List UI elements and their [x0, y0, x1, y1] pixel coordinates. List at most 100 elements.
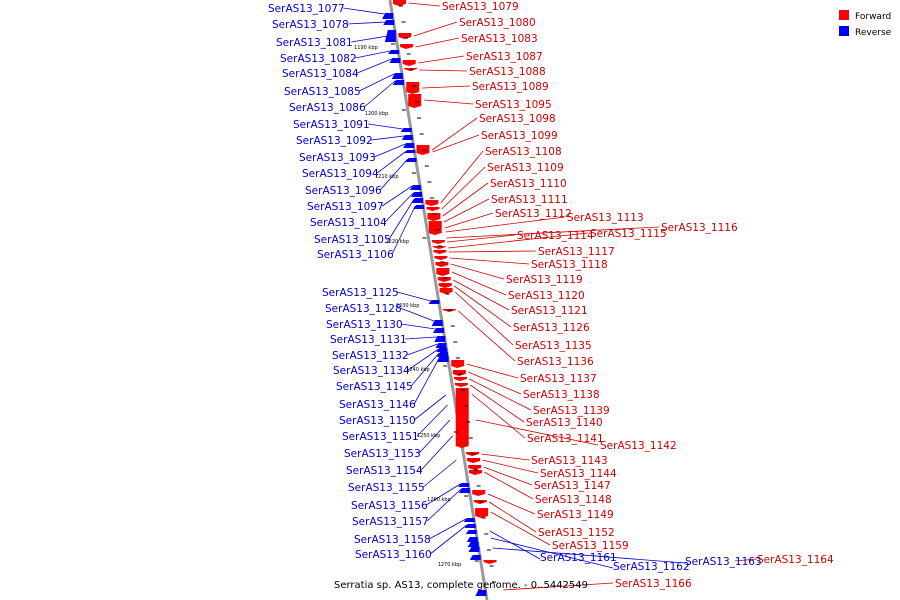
- label-connector: [489, 530, 541, 560]
- tick-label: 1190 kbp: [354, 45, 378, 51]
- reverse-gene-block: [475, 590, 487, 596]
- gene-label: SerAS13_1137: [520, 373, 597, 385]
- label-connector: [481, 453, 530, 461]
- label-connector: [425, 483, 461, 506]
- reverse-gene-block: [463, 518, 475, 522]
- forward-gene-block: [427, 213, 441, 221]
- forward-gene-block: [406, 82, 420, 94]
- label-connector: [363, 80, 396, 108]
- gene-label: SerAS13_1128: [325, 303, 402, 315]
- tick-label: 1210 kbp: [375, 174, 399, 180]
- label-connector: [376, 150, 407, 174]
- label-connector: [381, 185, 413, 207]
- gene-label: SerAS13_1157: [352, 516, 429, 528]
- label-connector: [408, 2, 441, 7]
- reverse-gene-block: [412, 198, 424, 203]
- reverse-gene-block: [405, 158, 417, 162]
- label-connector: [487, 493, 536, 515]
- gene-labels: SerAS13_1077 SerAS13_1078 SerAS13_1081 SerA…: [268, 1, 834, 590]
- gene-label: SerAS13_1143: [531, 455, 608, 467]
- gene-label: SerAS13_1092: [296, 135, 373, 147]
- gene-label: SerAS13_1150: [339, 415, 416, 427]
- reverse-gene-block: [469, 555, 481, 560]
- gene-label: SerAS13_1085: [284, 86, 361, 98]
- forward-gene-block: [451, 360, 465, 368]
- label-connector: [440, 150, 484, 204]
- label-connector: [351, 35, 388, 43]
- reverse-gene-block: [401, 135, 413, 140]
- reverse-gene-block: [384, 30, 396, 42]
- label-connector: [355, 50, 391, 59]
- label-connector: [418, 419, 451, 454]
- tick-label: 1220 kbp: [385, 239, 409, 245]
- gene-label: SerAS13_1093: [299, 152, 376, 164]
- gene-label: SerAS13_1131: [330, 334, 407, 346]
- gene-label: SerAS13_1139: [533, 405, 610, 417]
- forward-gene-block: [435, 262, 449, 267]
- label-connector: [503, 582, 614, 591]
- gene-label: SerAS13_1116: [661, 222, 738, 234]
- label-connector: [432, 134, 480, 153]
- reverse-gene-block: [434, 336, 446, 342]
- tick-label: 1260 kbp: [427, 497, 451, 503]
- label-connector: [488, 501, 537, 533]
- reverse-gene-block: [458, 483, 470, 487]
- label-connector: [445, 216, 566, 233]
- label-connector: [368, 123, 403, 130]
- label-connector: [379, 158, 409, 191]
- label-connector: [734, 558, 758, 562]
- label-connector: [413, 356, 441, 405]
- label-connector: [418, 55, 465, 64]
- label-connector: [475, 419, 599, 446]
- gene-label: SerAS13_1096: [305, 185, 382, 197]
- gene-label: SerAS13_1142: [600, 440, 677, 452]
- label-connector: [448, 232, 589, 249]
- reverse-gene-block: [436, 348, 448, 352]
- reverse-gene-block: [436, 352, 448, 357]
- gene-label: SerAS13_1099: [481, 130, 558, 142]
- label-connector: [454, 291, 514, 346]
- gene-label: SerAS13_1138: [523, 389, 600, 401]
- label-connector: [420, 435, 453, 471]
- gene-label: SerAS13_1108: [485, 146, 562, 158]
- reverse-gene-block: [388, 50, 400, 54]
- gene-label: SerAS13_1114: [517, 230, 594, 242]
- forward-gene-block: [393, 0, 406, 6]
- gene-label: SerAS13_1148: [535, 494, 612, 506]
- gene-label: SerAS13_1118: [531, 259, 608, 271]
- label-connector: [454, 285, 512, 328]
- label-connector: [448, 250, 537, 253]
- gene-label: SerAS13_1160: [355, 549, 432, 561]
- label-connector: [449, 257, 530, 265]
- tick-label: 1230 kbp: [396, 303, 420, 309]
- label-connector: [471, 393, 526, 439]
- forward-gene-block: [436, 268, 450, 276]
- reverse-gene-block: [382, 13, 394, 19]
- reverse-gene-block: [431, 320, 443, 326]
- forward-gene-block: [425, 200, 439, 206]
- label-connector: [482, 459, 539, 474]
- label-connector: [483, 466, 533, 486]
- gene-label: SerAS13_1110: [490, 178, 567, 190]
- label-connector: [415, 37, 460, 48]
- label-connector: [447, 234, 516, 243]
- gene-label: SerAS13_1088: [469, 66, 546, 78]
- label-connector: [384, 192, 414, 223]
- label-connector: [441, 166, 486, 210]
- reverse-gene-block: [392, 80, 404, 85]
- forward-gene-block: [437, 277, 451, 282]
- gene-label: SerAS13_1162: [613, 561, 690, 573]
- label-connector: [359, 73, 395, 92]
- forward-gene-block: [431, 240, 445, 244]
- gene-label: SerAS13_1109: [487, 162, 564, 174]
- label-connector: [490, 511, 551, 546]
- gene-label: SerAS13_1135: [515, 340, 592, 352]
- forward-gene-block: [453, 377, 467, 381]
- forward-gene-block: [402, 60, 416, 66]
- label-connector: [374, 143, 406, 158]
- label-connector: [492, 547, 686, 564]
- reverse-gene-block: [435, 343, 447, 348]
- gene-label: SerAS13_1120: [508, 290, 585, 302]
- gene-label: SerAS13_1087: [466, 51, 543, 63]
